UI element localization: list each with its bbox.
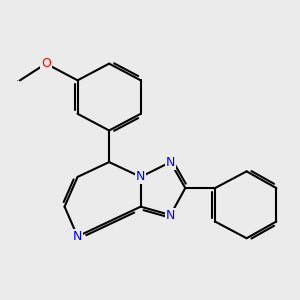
Text: N: N	[166, 208, 175, 221]
Text: N: N	[166, 156, 175, 169]
Text: N: N	[136, 170, 146, 183]
Text: methoxy: methoxy	[17, 80, 23, 81]
Text: O: O	[41, 57, 51, 70]
Text: N: N	[73, 230, 82, 243]
